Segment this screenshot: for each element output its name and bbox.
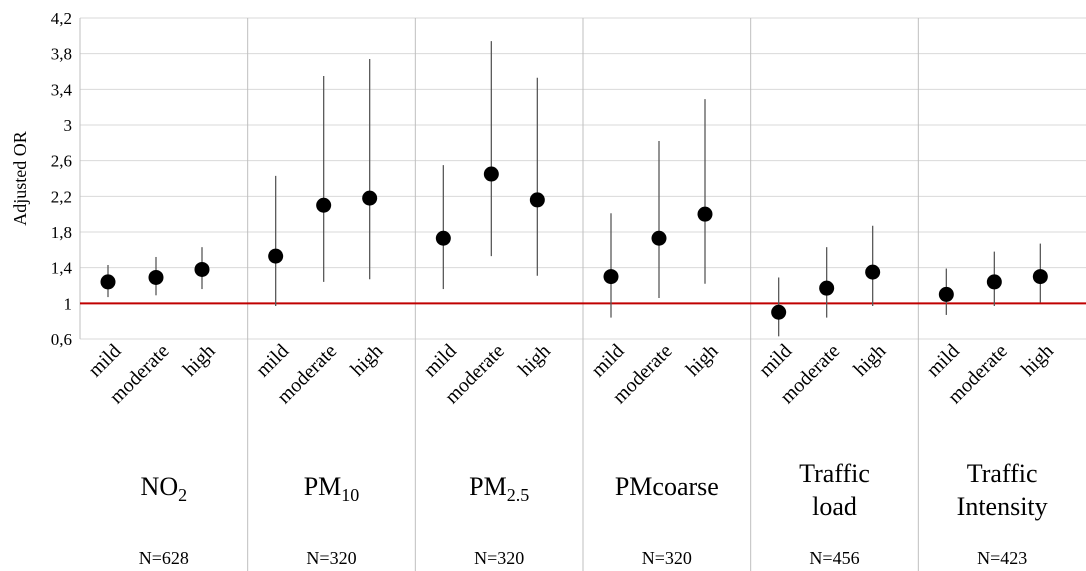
y-tick-label: 3 [64,116,73,135]
data-point [938,286,954,302]
data-point [362,190,378,206]
data-point [100,274,116,290]
category-label: mild [587,340,628,381]
data-point [316,197,332,213]
category-label: high [849,340,890,381]
n-label: N=320 [474,548,524,568]
data-point [697,206,713,222]
category-label: high [179,340,220,381]
group-label: NO2 [141,472,188,505]
data-point [529,192,545,208]
y-tick-label: 2,2 [51,187,72,206]
data-point [603,269,619,285]
data-point [771,304,787,320]
category-label: mild [84,340,125,381]
group-label: Traffic [967,459,1038,488]
y-tick-labels: 0,6 1 1,4 1,8 2,2 2,6 3 3,4 3,8 4,2 [51,9,73,349]
y-tick-label: 2,6 [51,152,72,171]
group-label: PMcoarse [615,472,719,501]
data-point [268,248,284,264]
data-point [483,166,499,182]
y-axis-title-group: Adjusted OR [10,131,30,226]
data-point [1032,269,1048,285]
category-label: mild [922,340,963,381]
data-point [865,264,881,280]
y-tick-label: 4,2 [51,9,72,28]
category-label: high [514,340,555,381]
group-label: Intensity [957,492,1048,521]
data-point [194,261,210,277]
y-tick-label: 1,4 [51,259,73,278]
group-label: PM10 [304,472,360,505]
category-label: mild [252,340,293,381]
group-separators [79,18,919,571]
data-point [651,230,667,246]
group-label: load [812,492,857,521]
n-labels: N=628 N=320 N=320 N=320 N=456 N=423 [139,548,1027,568]
y-tick-label: 3,8 [51,45,72,64]
y-tick-label: 0,6 [51,330,72,349]
data-point [986,274,1002,290]
data-point [435,230,451,246]
n-label: N=423 [977,548,1027,568]
category-label: high [682,340,723,381]
n-label: N=456 [809,548,859,568]
y-tick-label: 1 [64,294,73,313]
y-axis-title: Adjusted OR [10,131,30,226]
n-label: N=320 [642,548,692,568]
group-label: Traffic [799,459,870,488]
category-label: mild [419,340,460,381]
group-labels: NO2 PM10 PM2.5 PMcoarse Traffic load Traffic In… [141,459,1048,521]
y-tick-label: 1,8 [51,223,72,242]
data-point [819,280,835,296]
category-label: high [1017,340,1058,381]
group-label: PM2.5 [469,472,529,505]
data-marks [100,41,1048,337]
category-label: mild [755,340,796,381]
data-point [148,269,164,285]
y-tick-label: 3,4 [51,80,73,99]
n-label: N=628 [139,548,189,568]
n-label: N=320 [306,548,356,568]
category-label: high [346,340,387,381]
